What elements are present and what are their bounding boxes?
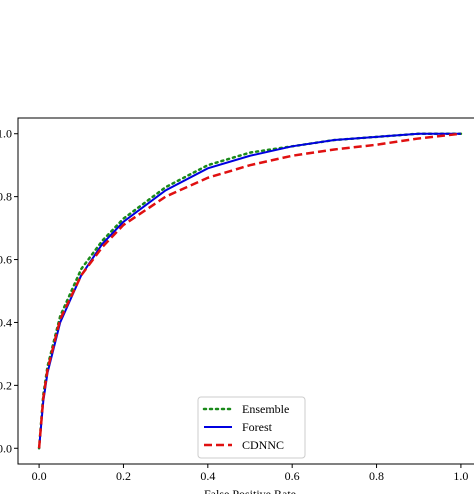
x-tick-label: 0.4 [200,469,215,483]
y-tick-label: 0.2 [0,378,12,392]
legend: Ensemble Forest CDNNC [197,396,306,459]
x-axis-label: False Positive Rate [204,487,296,494]
legend-label: CDNNC [242,438,284,452]
x-tick-label: 1.0 [453,469,468,483]
series-line [37,132,462,449]
legend-box [197,396,306,459]
x-tick-label: 0.8 [369,469,384,483]
plot-frame [17,117,474,465]
legend-label: Ensemble [242,402,289,416]
x-tick-label: 0.0 [32,469,47,483]
x-tick-label: 0.2 [116,469,131,483]
y-tick-label: 0.4 [0,315,12,329]
series-line [38,132,461,449]
x-tick-label: 0.6 [285,469,300,483]
legend-label: Forest [242,420,273,434]
y-tick-label: 0.8 [0,190,12,204]
y-tick-label: 1.0 [0,127,12,141]
y-tick-label: 0.0 [0,441,12,455]
y-tick-label: 0.6 [0,253,12,267]
